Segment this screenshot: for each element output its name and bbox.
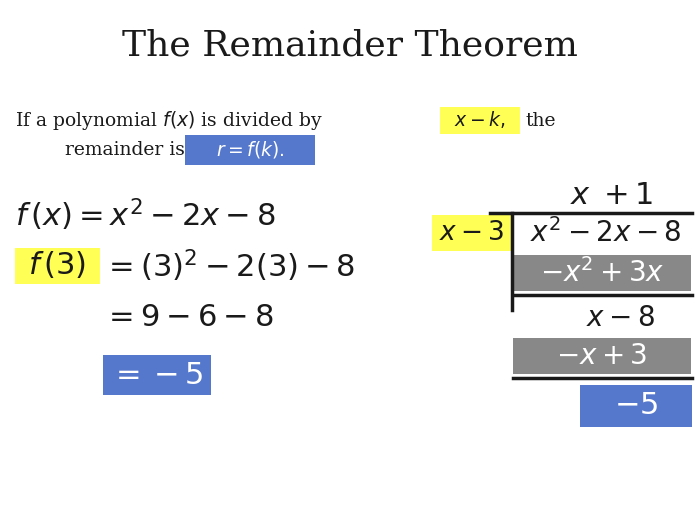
FancyBboxPatch shape	[15, 248, 100, 284]
Text: If a polynomial $f(x)$ is divided by: If a polynomial $f(x)$ is divided by	[15, 110, 323, 132]
Text: $-x+3$: $-x+3$	[556, 342, 648, 370]
Text: $=-5$: $=-5$	[110, 360, 204, 391]
Text: $=(3)^2-2(3)-8$: $=(3)^2-2(3)-8$	[103, 248, 355, 284]
FancyBboxPatch shape	[513, 338, 691, 374]
Text: $f\,(3)$: $f\,(3)$	[28, 250, 86, 281]
Text: remainder is: remainder is	[65, 141, 185, 159]
Text: $r=f(k).$: $r=f(k).$	[216, 140, 284, 161]
Text: $f\,(x)=x^2-2x-8$: $f\,(x)=x^2-2x-8$	[15, 197, 276, 233]
FancyBboxPatch shape	[580, 385, 692, 427]
Text: $x-k,$: $x-k,$	[454, 110, 506, 131]
Text: $-5$: $-5$	[614, 391, 658, 422]
Text: The Remainder Theorem: The Remainder Theorem	[122, 28, 578, 62]
Text: $x-8$: $x-8$	[585, 304, 654, 331]
FancyBboxPatch shape	[432, 215, 512, 251]
Text: $=9-6-8$: $=9-6-8$	[103, 302, 274, 333]
Text: $x-3$: $x-3$	[440, 220, 505, 246]
FancyBboxPatch shape	[513, 255, 691, 291]
FancyBboxPatch shape	[185, 135, 315, 165]
Text: $x^2-2x-8$: $x^2-2x-8$	[530, 218, 682, 248]
Text: $x\;+1$: $x\;+1$	[570, 180, 654, 211]
Text: the: the	[525, 112, 556, 130]
FancyBboxPatch shape	[103, 355, 211, 395]
FancyBboxPatch shape	[440, 107, 520, 134]
Text: $-x^2+3x$: $-x^2+3x$	[540, 258, 664, 288]
